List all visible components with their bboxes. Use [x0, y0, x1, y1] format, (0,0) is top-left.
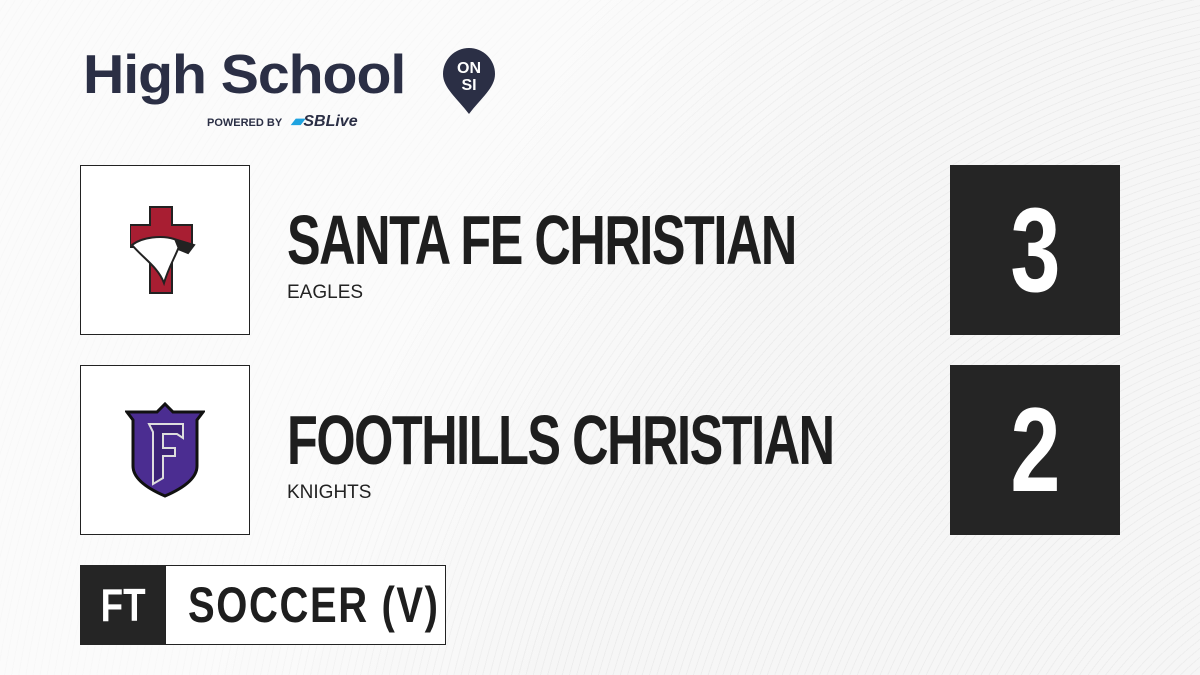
powered-by: POWERED BY ▰SBLive: [207, 111, 358, 131]
team-1-logo-box: [80, 165, 250, 335]
team-2-logo-box: [80, 365, 250, 535]
eagle-cross-logo-icon: [130, 206, 196, 294]
sblive-mark-icon: ▰: [291, 113, 304, 130]
pin-text-bottom: SI: [461, 77, 476, 94]
on-si-pin-icon: ON SI: [443, 48, 495, 114]
sport-label: SOCCER (V): [165, 565, 446, 645]
team-1-mascot: EAGLES: [287, 282, 364, 303]
powered-by-label: POWERED BY: [207, 117, 282, 129]
game-status-text: FT: [100, 579, 146, 631]
team-2-score: 2: [950, 365, 1120, 535]
brand-title: High School: [83, 43, 406, 105]
sponsor-name: SBLive: [303, 113, 358, 130]
sponsor-logo: ▰SBLive: [291, 113, 358, 130]
pin-text-top: ON: [457, 60, 481, 77]
game-status: FT: [80, 565, 166, 645]
team-2-mascot: KNIGHTS: [287, 482, 372, 503]
brand-logo: High School ON SI POWERED BY ▰SBLive: [83, 42, 495, 130]
team-2-score-value: 2: [1009, 383, 1061, 517]
sport-text: SOCCER (V): [188, 577, 440, 633]
team-1-score: 3: [950, 165, 1120, 335]
team-2-name: FOOTHILLS CHRISTIAN: [287, 401, 835, 479]
team-1-score-value: 3: [1009, 183, 1061, 317]
f-shield-logo-icon: [125, 402, 205, 498]
team-1-name: SANTA FE CHRISTIAN: [287, 201, 797, 279]
